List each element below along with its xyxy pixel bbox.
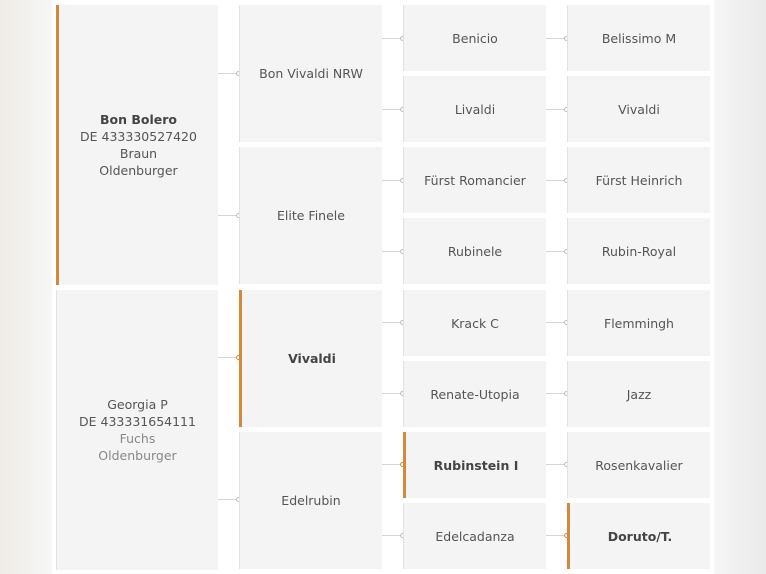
- great-grandparent-2[interactable]: Livaldi: [403, 76, 546, 142]
- great-grandparent-5[interactable]: Krack C: [403, 290, 546, 356]
- great-great-grandparent-name: Doruto/T.: [607, 528, 673, 544]
- dam-color: Fuchs: [119, 431, 156, 446]
- great-grandparent-name: Edelcadanza: [435, 528, 515, 544]
- connector-line: [218, 357, 240, 358]
- great-grandparent-3[interactable]: Fürst Romancier: [403, 147, 546, 213]
- great-great-grandparent-5[interactable]: Flemmingh: [567, 290, 710, 356]
- connector-line: [218, 73, 240, 74]
- grandparent-name: Bon Vivaldi NRW: [259, 66, 363, 81]
- great-great-grandparent-3[interactable]: Fürst Heinrich: [567, 147, 710, 213]
- connector-line: [546, 109, 568, 110]
- connector-line: [382, 322, 404, 323]
- grandparent-3[interactable]: Vivaldi: [239, 290, 382, 427]
- sire-color: Braun: [119, 146, 158, 161]
- grandparent-name: Elite Finele: [277, 208, 345, 223]
- great-great-grandparent-2[interactable]: Vivaldi: [567, 76, 710, 142]
- great-great-grandparent-1[interactable]: Belissimo M: [567, 5, 710, 71]
- connector-line: [546, 535, 568, 536]
- great-great-grandparent-name: Rubin-Royal: [601, 243, 677, 259]
- connector-line: [546, 322, 568, 323]
- parent-dam[interactable]: Georgia P DE 433331654111 Fuchs Oldenbur…: [56, 290, 218, 570]
- great-grandparent-name: Fürst Romancier: [424, 172, 526, 188]
- right-background-blur: [710, 0, 766, 574]
- connector-line: [546, 251, 568, 252]
- great-grandparent-8[interactable]: Edelcadanza: [403, 503, 546, 569]
- left-background-blur: [0, 0, 52, 574]
- connector-line: [218, 215, 240, 216]
- dam-name: Georgia P: [107, 397, 168, 412]
- great-great-grandparent-name: Belissimo M: [601, 30, 677, 46]
- great-great-grandparent-name: Flemmingh: [604, 315, 674, 331]
- connector-line: [546, 464, 568, 465]
- great-grandparent-name: Rubinstein I: [433, 457, 519, 473]
- sire-breed: Oldenburger: [99, 163, 178, 178]
- great-great-grandparent-7[interactable]: Rosenkavalier: [567, 432, 710, 498]
- great-great-grandparent-name: Rosenkavalier: [595, 457, 683, 473]
- dam-registration: DE 433331654111: [79, 414, 196, 429]
- grandparent-2[interactable]: Elite Finele: [239, 147, 382, 284]
- great-great-grandparent-4[interactable]: Rubin-Royal: [567, 218, 710, 284]
- connector-line: [218, 499, 240, 500]
- great-great-grandparent-name: Vivaldi: [618, 101, 660, 117]
- grandparent-4[interactable]: Edelrubin: [239, 432, 382, 569]
- great-grandparent-name: Krack C: [451, 315, 499, 331]
- connector-line: [382, 393, 404, 394]
- grandparent-name: Edelrubin: [281, 493, 341, 508]
- great-great-grandparent-8[interactable]: Doruto/T.: [567, 503, 710, 569]
- great-grandparent-6[interactable]: Renate-Utopia: [403, 361, 546, 427]
- connector-line: [382, 464, 404, 465]
- great-grandparent-4[interactable]: Rubinele: [403, 218, 546, 284]
- connector-line: [382, 109, 404, 110]
- connector-line: [546, 393, 568, 394]
- grandparent-1[interactable]: Bon Vivaldi NRW: [239, 5, 382, 142]
- grandparent-name: Vivaldi: [288, 351, 336, 366]
- connector-line: [382, 535, 404, 536]
- connector-line: [382, 180, 404, 181]
- parent-sire[interactable]: Bon Bolero DE 433330527420 Braun Oldenbu…: [56, 5, 218, 285]
- great-great-grandparent-name: Jazz: [626, 386, 652, 402]
- dam-breed: Oldenburger: [98, 448, 177, 463]
- connector-line: [382, 38, 404, 39]
- great-grandparent-7[interactable]: Rubinstein I: [403, 432, 546, 498]
- sire-name: Bon Bolero: [100, 112, 177, 127]
- pedigree-chart: Bon Bolero DE 433330527420 Braun Oldenbu…: [52, 0, 714, 574]
- great-grandparent-name: Benicio: [452, 30, 498, 46]
- great-grandparent-name: Rubinele: [447, 243, 503, 259]
- great-grandparent-name: Livaldi: [454, 101, 496, 117]
- sire-registration: DE 433330527420: [80, 129, 197, 144]
- connector-line: [382, 251, 404, 252]
- connector-line: [546, 38, 568, 39]
- great-grandparent-1[interactable]: Benicio: [403, 5, 546, 71]
- great-great-grandparent-6[interactable]: Jazz: [567, 361, 710, 427]
- connector-line: [546, 180, 568, 181]
- great-great-grandparent-name: Fürst Heinrich: [595, 172, 683, 188]
- great-grandparent-name: Renate-Utopia: [430, 386, 520, 402]
